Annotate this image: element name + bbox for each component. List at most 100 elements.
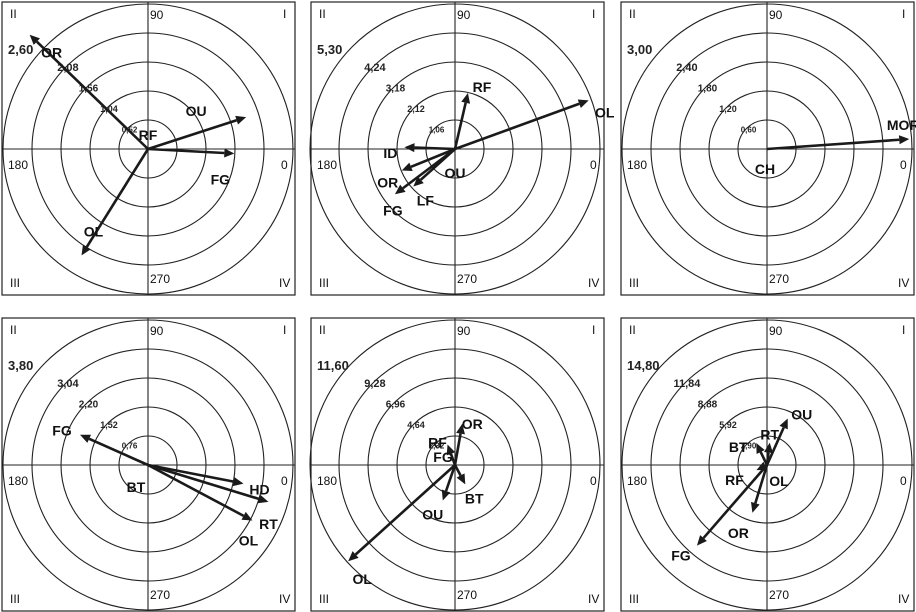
ring-value-label: 6,96 xyxy=(386,399,406,410)
ring-value-label: 2,40 xyxy=(676,62,697,74)
ring-value-label: 2,12 xyxy=(407,104,425,114)
quadrant-label: II xyxy=(10,323,17,337)
vector-label-ou: OU xyxy=(791,406,812,422)
ring-value-label: 1,56 xyxy=(79,83,99,94)
angle-label: 90 xyxy=(457,8,471,22)
arrowhead-or xyxy=(751,501,760,513)
arrowhead-rf xyxy=(446,444,456,456)
quadrant-label: III xyxy=(10,276,20,290)
vector-label-or: OR xyxy=(462,416,483,432)
vector-ou xyxy=(147,118,238,151)
quadrant-label: IV xyxy=(279,592,290,606)
quadrant-label: II xyxy=(629,323,636,337)
quadrant-label: IV xyxy=(898,276,909,290)
quadrant-label: I xyxy=(283,7,286,21)
vector-fg xyxy=(702,464,768,539)
vector-bt xyxy=(759,451,769,466)
vector-fg xyxy=(147,147,225,155)
angle-label: 180 xyxy=(317,158,337,172)
ring-value-label: 2,32 xyxy=(429,441,445,450)
vector-label-or: OR xyxy=(728,525,749,541)
vector-or xyxy=(754,464,769,504)
ring-value-label: 1,04 xyxy=(100,104,118,114)
quadrant-label: IV xyxy=(898,592,909,606)
arrowhead-hd xyxy=(232,477,244,487)
ring-value-label: 3,00 xyxy=(627,42,652,57)
quadrant-label: III xyxy=(629,276,639,290)
angle-label: 180 xyxy=(627,158,647,172)
angle-label: 0 xyxy=(590,158,597,172)
ring-value-label: 5,92 xyxy=(719,420,737,430)
arrowhead-fg xyxy=(80,434,91,443)
vector-bt xyxy=(453,464,462,477)
quadrant-label: IV xyxy=(279,276,290,290)
angle-label: 90 xyxy=(769,324,783,338)
arrowhead-ol xyxy=(348,551,359,562)
vector-label-ol: OL xyxy=(352,571,372,587)
vector-label-rt: RT xyxy=(259,516,278,532)
vector-id xyxy=(414,146,456,151)
vector-label-ol: OL xyxy=(84,223,104,239)
vector-label-ol: OL xyxy=(239,533,259,549)
vector-ol xyxy=(454,102,580,151)
ring-value-label: 3,80 xyxy=(8,358,33,373)
arrowhead-or xyxy=(401,162,413,171)
angle-label: 270 xyxy=(769,272,789,286)
ring-value-label: 11,84 xyxy=(674,378,702,390)
vector-or xyxy=(453,433,462,466)
angle-label: 90 xyxy=(150,324,164,338)
vector-label-rf: RF xyxy=(473,79,492,95)
vector-label-ol: OL xyxy=(769,473,789,489)
ring-value-label: 8,88 xyxy=(698,399,718,410)
vector-fg xyxy=(88,437,149,467)
vector-ou xyxy=(765,427,785,466)
ring-value-label: 1,06 xyxy=(429,125,445,134)
ring-value-label: 4,24 xyxy=(364,62,386,74)
arrowhead-ou xyxy=(235,115,247,125)
angle-label: 180 xyxy=(317,474,337,488)
arrowhead-or xyxy=(29,34,40,45)
vector-or xyxy=(410,147,456,168)
angle-label: 0 xyxy=(281,474,288,488)
ring-value-label: 2,90 xyxy=(741,441,757,450)
angle-label: 90 xyxy=(769,8,783,22)
ring-value-label: 14,80 xyxy=(627,358,660,373)
vector-hd xyxy=(147,463,234,483)
vector-label-mor: MOR xyxy=(887,117,916,133)
quadrant-label: II xyxy=(319,323,326,337)
arrowhead-rf xyxy=(461,93,471,104)
vector-label-rt: RT xyxy=(760,427,779,443)
vector-label-ou: OU xyxy=(186,103,207,119)
arrowhead-ol xyxy=(241,511,253,521)
angle-label: 0 xyxy=(900,158,907,172)
vector-label-bt: BT xyxy=(729,439,748,455)
vector-label-fg: FG xyxy=(433,449,453,465)
arrowhead-fg xyxy=(224,148,235,158)
angle-label: 180 xyxy=(627,474,647,488)
arrowhead-ou xyxy=(779,418,788,430)
arrowhead-lf xyxy=(413,176,424,187)
angle-label: 270 xyxy=(769,588,789,602)
vector-label-ch: CH xyxy=(755,161,775,177)
arrowhead-fg xyxy=(394,184,406,195)
vector-label-fg: FG xyxy=(211,172,231,188)
vector-label-rf: RF xyxy=(428,434,447,450)
vector-label-ou: OU xyxy=(422,506,443,522)
angle-label: 270 xyxy=(150,588,170,602)
ring-value-label: 2,20 xyxy=(79,399,99,410)
arrowhead-rt xyxy=(764,442,773,454)
angle-label: 0 xyxy=(900,474,907,488)
vector-label-or: OR xyxy=(377,175,398,191)
angle-label: 90 xyxy=(457,324,471,338)
arrowhead-bt xyxy=(456,473,466,485)
angle-label: 180 xyxy=(8,474,28,488)
ring-value-label: 3,18 xyxy=(386,83,406,94)
ring-value-label: 9,28 xyxy=(364,378,385,390)
vector-ol xyxy=(85,148,150,248)
